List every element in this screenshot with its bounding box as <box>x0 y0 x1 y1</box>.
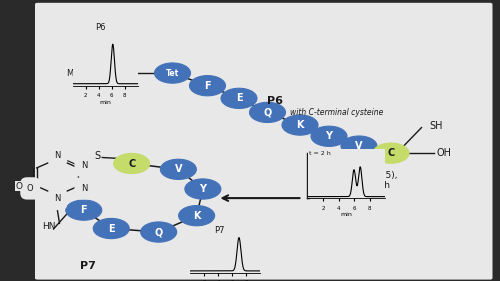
Text: F: F <box>80 205 87 215</box>
Text: K: K <box>193 211 200 221</box>
Text: N: N <box>81 161 87 170</box>
Text: V: V <box>174 164 182 174</box>
Text: SH: SH <box>429 121 442 131</box>
Text: K: K <box>296 120 304 130</box>
Text: S: S <box>94 151 100 161</box>
X-axis label: min: min <box>99 100 111 105</box>
FancyBboxPatch shape <box>35 3 492 280</box>
Circle shape <box>373 143 409 163</box>
Text: OH: OH <box>436 148 452 158</box>
Text: Tet: Tet <box>166 69 179 78</box>
Text: Y: Y <box>200 184 206 194</box>
Text: Y: Y <box>326 131 332 141</box>
Text: 37 °C, 2 h: 37 °C, 2 h <box>345 181 390 190</box>
Text: Q: Q <box>264 107 272 117</box>
Circle shape <box>282 115 318 135</box>
Text: F: F <box>204 81 211 91</box>
Text: HN: HN <box>42 222 55 231</box>
Circle shape <box>140 222 176 242</box>
Text: PBS (pH 6.5),: PBS (pH 6.5), <box>338 171 397 180</box>
Text: C: C <box>128 158 136 169</box>
Text: N: N <box>54 151 60 160</box>
Circle shape <box>250 102 286 123</box>
Text: P6: P6 <box>95 23 106 32</box>
Circle shape <box>178 206 214 226</box>
Circle shape <box>93 218 129 239</box>
Circle shape <box>154 63 190 83</box>
Circle shape <box>185 179 221 199</box>
Text: P7: P7 <box>214 226 225 235</box>
Text: CH₃CN/: CH₃CN/ <box>351 160 384 169</box>
Text: E: E <box>108 223 114 234</box>
X-axis label: min: min <box>340 212 352 217</box>
Text: P6: P6 <box>268 96 283 106</box>
Text: C: C <box>388 148 394 158</box>
Circle shape <box>311 126 347 146</box>
Circle shape <box>66 200 102 220</box>
Text: Me: Me <box>66 69 79 78</box>
Circle shape <box>221 88 257 108</box>
Text: Q: Q <box>154 227 163 237</box>
Circle shape <box>114 153 150 174</box>
Text: V: V <box>355 141 363 151</box>
Text: with C-terminal cysteine: with C-terminal cysteine <box>290 108 384 117</box>
Text: N: N <box>54 194 60 203</box>
Circle shape <box>160 159 196 180</box>
Text: E: E <box>236 93 242 103</box>
Circle shape <box>190 76 226 96</box>
Text: N: N <box>81 184 87 193</box>
Text: P7: P7 <box>80 260 96 271</box>
Text: O: O <box>27 184 34 193</box>
Circle shape <box>341 136 377 156</box>
Text: t = 2 h: t = 2 h <box>309 151 331 156</box>
Text: S: S <box>94 68 100 78</box>
Text: O: O <box>16 182 22 191</box>
